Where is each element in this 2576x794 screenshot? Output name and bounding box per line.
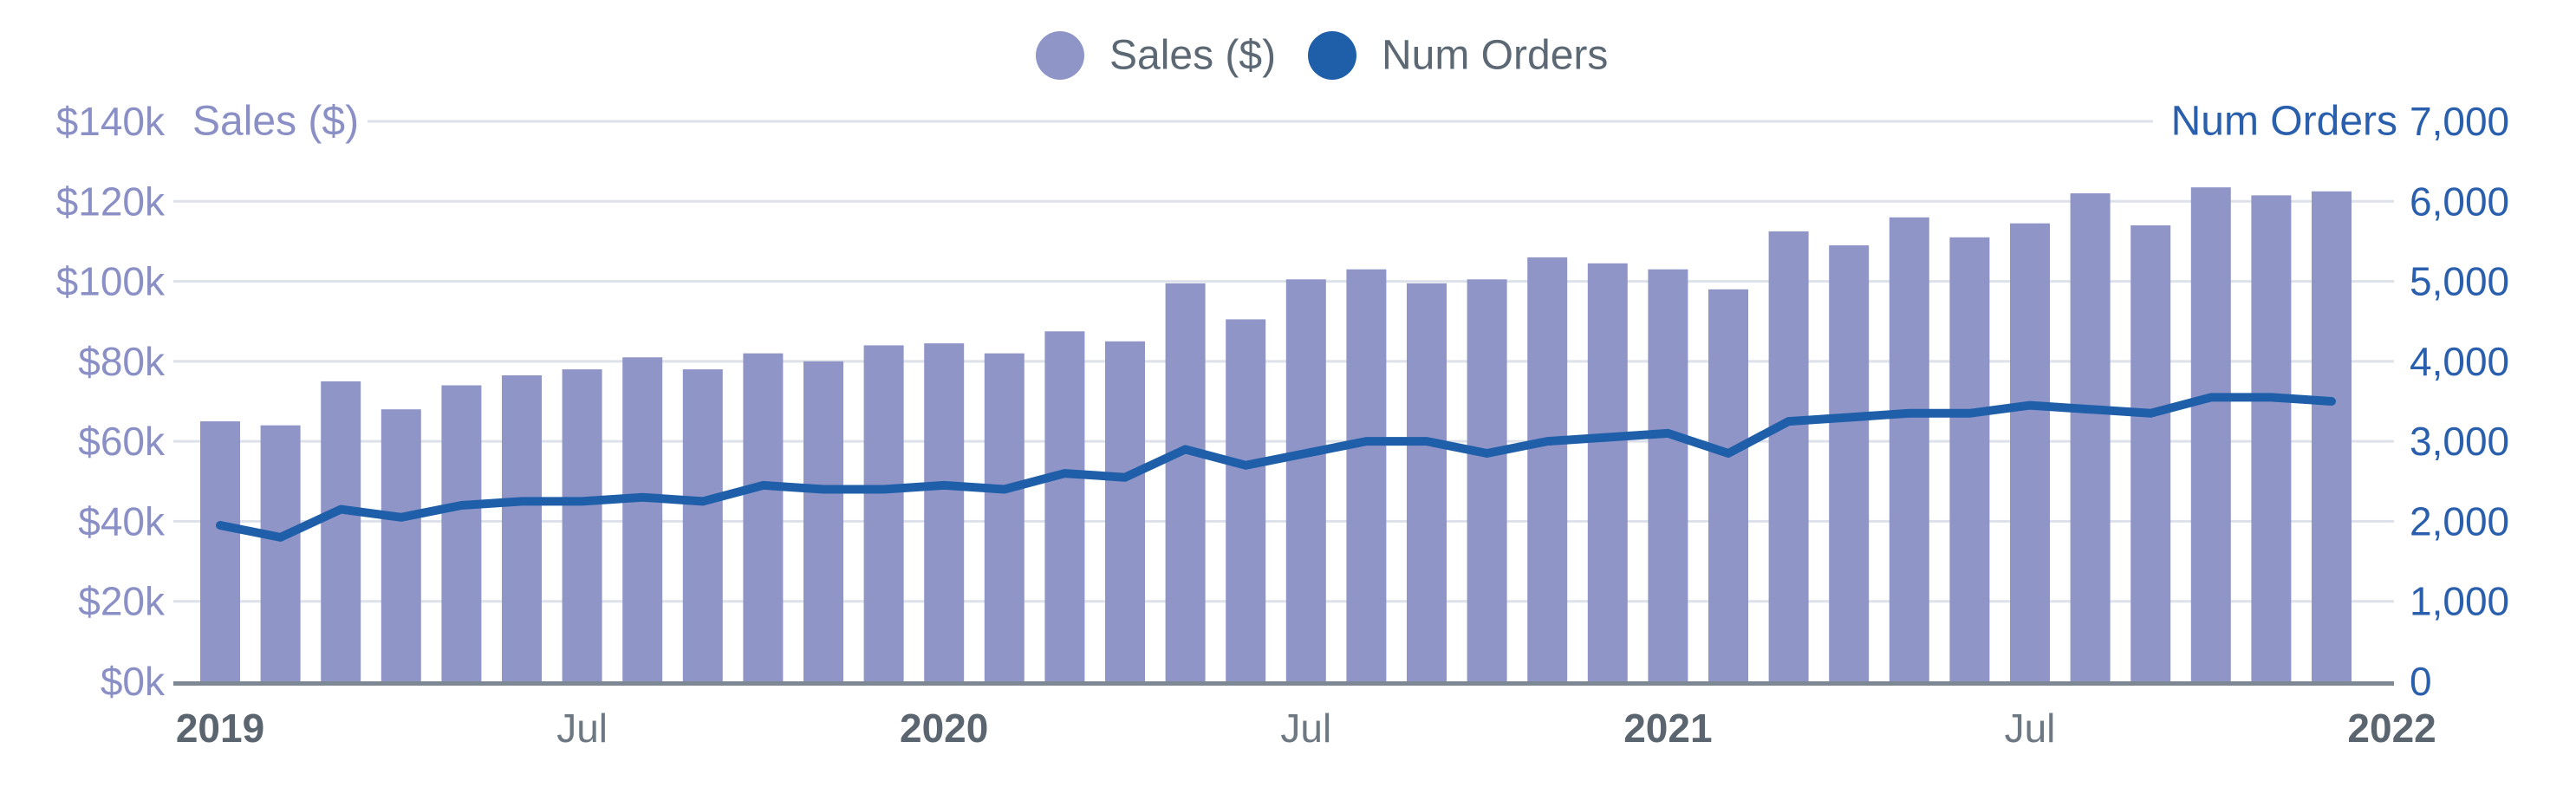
bar-jan-2021[interactable] bbox=[1648, 269, 1688, 681]
line-layer bbox=[216, 393, 2336, 542]
right-axis-tick-3000: 3,000 bbox=[2410, 419, 2509, 464]
bar-sep-2019[interactable] bbox=[682, 369, 723, 681]
bar-mar-2021[interactable] bbox=[1768, 231, 1809, 682]
right-axis-tick-5000: 5,000 bbox=[2410, 259, 2509, 304]
right-axis-tick-2000: 2,000 bbox=[2410, 498, 2509, 543]
bar-dec-2019[interactable] bbox=[863, 345, 904, 681]
bar-mar-2020[interactable] bbox=[1044, 331, 1085, 681]
bar-oct-2020[interactable] bbox=[1467, 279, 1507, 681]
bar-dec-2021[interactable] bbox=[2312, 191, 2352, 681]
bar-feb-2020[interactable] bbox=[984, 353, 1025, 681]
bar-apr-2021[interactable] bbox=[1829, 245, 1870, 681]
bar-jul-2019[interactable] bbox=[562, 369, 602, 681]
x-axis-label-jul: Jul bbox=[556, 706, 608, 751]
left-axis-tick-0: $0k bbox=[101, 659, 166, 704]
bar-jan-2020[interactable] bbox=[924, 343, 965, 681]
bar-jul-2021[interactable] bbox=[2010, 223, 2050, 681]
bar-nov-2019[interactable] bbox=[803, 361, 843, 681]
x-axis-label-2019: 2019 bbox=[176, 706, 264, 751]
bar-aug-2020[interactable] bbox=[1346, 269, 1387, 681]
x-axis-label-2022: 2022 bbox=[2347, 706, 2436, 751]
x-axis-label-2020: 2020 bbox=[900, 706, 988, 751]
bar-oct-2019[interactable] bbox=[743, 353, 784, 681]
bar-feb-2021[interactable] bbox=[1708, 289, 1748, 681]
legend-item-orders[interactable]: Num Orders bbox=[1308, 31, 1608, 80]
bar-may-2021[interactable] bbox=[1889, 217, 1929, 681]
left-axis-tick-40: $40k bbox=[78, 498, 166, 543]
right-axis-tick-7000: 7,000 bbox=[2410, 99, 2509, 144]
sales-legend-dot-icon bbox=[1036, 31, 1084, 80]
left-axis-tick-140: $140k bbox=[56, 99, 166, 144]
x-axis-label-jul: Jul bbox=[1280, 706, 1331, 751]
bar-aug-2019[interactable] bbox=[622, 357, 663, 681]
bar-jun-2019[interactable] bbox=[502, 375, 542, 681]
bar-sep-2020[interactable] bbox=[1407, 283, 1447, 681]
legend-item-sales[interactable]: Sales ($) bbox=[1036, 31, 1276, 80]
left-axis-tick-120: $120k bbox=[56, 179, 166, 224]
bar-jul-2020[interactable] bbox=[1285, 279, 1326, 681]
bar-jun-2020[interactable] bbox=[1226, 319, 1266, 681]
bar-may-2020[interactable] bbox=[1165, 283, 1206, 681]
bar-nov-2021[interactable] bbox=[2251, 195, 2292, 682]
bar-feb-2019[interactable] bbox=[260, 425, 301, 681]
bar-nov-2020[interactable] bbox=[1527, 257, 1568, 681]
bar-jan-2019[interactable] bbox=[200, 421, 240, 681]
left-axis-title: Sales ($) bbox=[192, 99, 359, 145]
left-axis-tick-80: $80k bbox=[78, 339, 166, 384]
bar-apr-2019[interactable] bbox=[381, 409, 421, 681]
bar-apr-2020[interactable] bbox=[1105, 341, 1145, 681]
x-axis-label-2021: 2021 bbox=[1623, 706, 1712, 751]
axes-layer: $0k $20k $40k $60k $80k $100k $120k $140k 0 1,000… bbox=[56, 99, 2509, 751]
orders-legend-dot-icon bbox=[1308, 31, 1356, 80]
bar-dec-2020[interactable] bbox=[1587, 263, 1628, 681]
gridlines-layer bbox=[173, 120, 2394, 603]
legend: Sales ($) Num Orders bbox=[1036, 31, 1608, 80]
right-axis-tick-4000: 4,000 bbox=[2410, 339, 2509, 384]
bar-sep-2021[interactable] bbox=[2130, 225, 2171, 681]
left-axis-tick-100: $100k bbox=[56, 259, 166, 304]
right-axis-tick-0: 0 bbox=[2410, 659, 2432, 704]
bar-oct-2021[interactable] bbox=[2190, 187, 2231, 681]
left-axis-tick-20: $20k bbox=[78, 579, 166, 624]
bar-may-2019[interactable] bbox=[441, 385, 482, 681]
bars-layer bbox=[200, 187, 2352, 682]
bar-mar-2019[interactable] bbox=[321, 381, 361, 681]
legend-label-sales: Sales ($) bbox=[1109, 33, 1276, 79]
right-axis-tick-6000: 6,000 bbox=[2410, 179, 2509, 224]
right-axis-tick-1000: 1,000 bbox=[2410, 579, 2509, 624]
left-axis-tick-60: $60k bbox=[78, 419, 166, 464]
legend-label-orders: Num Orders bbox=[1382, 33, 1608, 79]
x-axis-label-jul: Jul bbox=[2005, 706, 2056, 751]
bar-jun-2021[interactable] bbox=[1949, 237, 1990, 681]
right-axis-title: Num Orders bbox=[2171, 99, 2397, 145]
bar-aug-2021[interactable] bbox=[2070, 193, 2111, 682]
num-orders-line[interactable] bbox=[216, 393, 2336, 542]
